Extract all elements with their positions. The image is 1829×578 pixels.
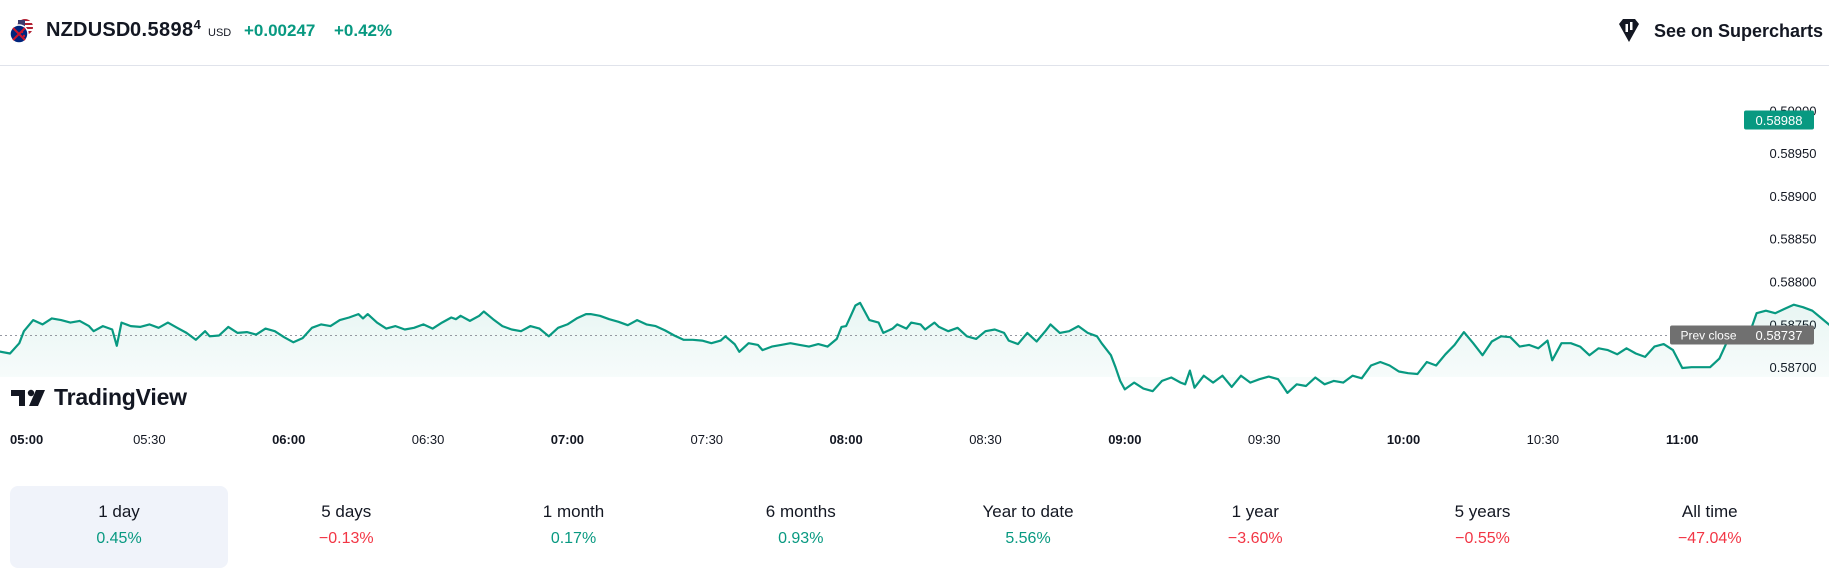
period-tab-all-time[interactable]: All time −47.04% [1601, 486, 1819, 568]
y-axis-tick-label: 0.58950 [1770, 146, 1817, 161]
supercharts-icon [1618, 19, 1639, 42]
x-axis-tick-label: 09:00 [1108, 432, 1141, 447]
x-axis-tick-label: 11:00 [1666, 432, 1699, 447]
period-change-value: −0.55% [1455, 530, 1510, 547]
last-price: 0.58984 [130, 17, 202, 42]
x-axis-tick-label: 08:00 [830, 432, 863, 447]
period-selector: 1 day 0.45% 5 days −0.13% 1 month 0.17% 6 mont… [10, 486, 1827, 568]
price-area-fill [0, 302, 1829, 393]
x-axis-tick-label: 08:30 [969, 432, 1002, 447]
x-axis-tick-label: 07:00 [551, 432, 584, 447]
prev-close-value: 0.58737 [1756, 328, 1803, 343]
period-change-value: 0.17% [550, 530, 597, 547]
symbol-name[interactable]: NZDUSD [46, 19, 131, 41]
x-axis-tick-label: 05:30 [133, 432, 166, 447]
chart-canvas[interactable]: 0.590000.589500.589000.588500.588000.587… [0, 67, 1829, 457]
prev-close-label: Prev close [1680, 328, 1736, 342]
prev-close-tag: Prev close 0.58737 [1670, 325, 1814, 345]
period-change-value: −47.04% [1677, 530, 1742, 547]
last-price-label: 0.58988 [1756, 113, 1803, 128]
period-tab-5-days[interactable]: 5 days −0.13% [237, 486, 455, 568]
period-tab-6-months[interactable]: 6 months 0.93% [692, 486, 910, 568]
period-label: 5 years [1454, 502, 1511, 521]
price-line [0, 301, 1829, 394]
price-change-percent: +0.42% [334, 21, 393, 40]
nz-us-flag-icon [9, 19, 33, 44]
tradingview-logo-icon [11, 389, 45, 406]
x-axis-tick-label: 06:30 [412, 432, 445, 447]
period-tab-5-years[interactable]: 5 years −0.55% [1374, 486, 1592, 568]
y-axis-tick-label: 0.58850 [1770, 232, 1817, 247]
price-change: +0.00247 [244, 21, 316, 40]
x-axis-tick-label: 07:30 [691, 432, 724, 447]
period-label: All time [1681, 502, 1738, 521]
period-label: 6 months [765, 502, 836, 521]
tradingview-logo[interactable]: TradingView [11, 384, 187, 411]
x-axis-tick-label: 09:30 [1248, 432, 1281, 447]
x-axis-tick-label: 10:00 [1387, 432, 1420, 447]
y-axis-tick-label: 0.58800 [1770, 275, 1817, 290]
x-axis-tick-label: 06:00 [272, 432, 305, 447]
period-tab-1-day[interactable]: 1 day 0.45% [10, 486, 228, 568]
period-change-value: −3.60% [1227, 530, 1283, 547]
period-tab-1-year[interactable]: 1 year −3.60% [1146, 486, 1364, 568]
tradingview-logo-text: TradingView [54, 384, 187, 410]
period-change-value: 0.93% [778, 530, 824, 547]
x-axis-tick-label: 10:30 [1527, 432, 1560, 447]
period-label: Year to date [982, 502, 1074, 521]
period-change-value: −0.13% [318, 530, 374, 547]
period-change-value: 0.45% [96, 530, 142, 547]
symbol-header: NZDUSD 0.58984 USD +0.00247 +0.42% See o… [0, 0, 1829, 66]
period-label: 1 day [98, 502, 140, 521]
period-label: 1 month [542, 502, 605, 521]
period-change-value: 5.56% [1005, 530, 1051, 547]
x-axis-tick-label: 05:00 [10, 432, 43, 447]
y-axis-tick-label: 0.58900 [1770, 189, 1817, 204]
price-chart[interactable]: 0.590000.589500.589000.588500.588000.587… [0, 67, 1829, 457]
see-on-supercharts-button[interactable]: See on Supercharts [1614, 16, 1823, 46]
period-label: 1 year [1231, 502, 1279, 521]
currency-label: USD [208, 27, 232, 39]
last-price-tag: 0.58988 [1744, 110, 1814, 130]
price-superscript: 4 [193, 17, 202, 32]
supercharts-label: See on Supercharts [1653, 20, 1823, 41]
period-tab-1-month[interactable]: 1 month 0.17% [465, 486, 683, 568]
period-label: 5 days [321, 502, 372, 521]
price-main: 0.5898 [130, 19, 194, 41]
period-tab-year-to-date[interactable]: Year to date 5.56% [919, 486, 1137, 568]
